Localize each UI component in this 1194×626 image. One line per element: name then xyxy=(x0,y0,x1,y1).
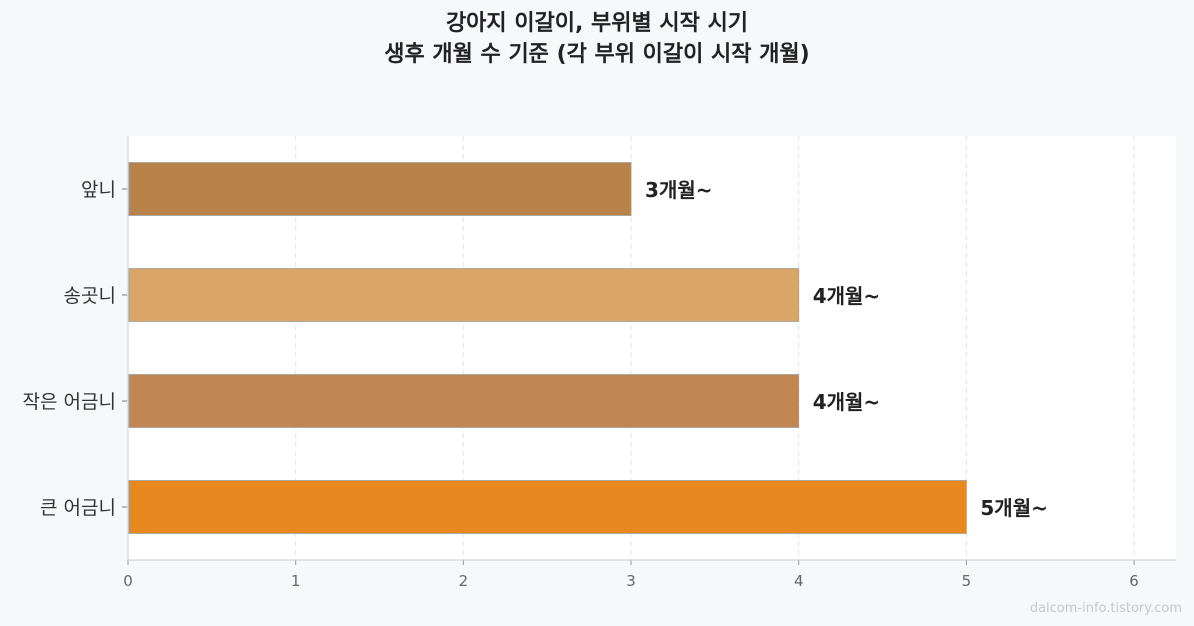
chart-subtitle: 생후 개월 수 기준 (각 부위 이갈이 시작 개월) xyxy=(384,42,810,67)
x-tick-label: 2 xyxy=(459,572,469,590)
x-tick-label: 0 xyxy=(123,572,133,590)
y-category-label: 작은 어금니 xyxy=(23,391,116,413)
y-category-label: 송곳니 xyxy=(64,285,116,307)
y-category-label: 앞니 xyxy=(81,179,116,201)
bar xyxy=(128,480,967,534)
y-category-label: 큰 어금니 xyxy=(40,497,116,519)
x-tick-label: 1 xyxy=(291,572,301,590)
bar xyxy=(128,162,632,216)
x-tick-label: 5 xyxy=(962,572,972,590)
chart-title: 강아지 이갈이, 부위별 시작 시기 xyxy=(445,11,749,36)
bar xyxy=(128,374,800,428)
x-tick-label: 3 xyxy=(626,572,636,590)
data-label: 3개월~ xyxy=(645,178,712,202)
data-label: 4개월~ xyxy=(813,390,880,414)
bar xyxy=(128,268,800,322)
x-tick-label: 6 xyxy=(1129,572,1139,590)
data-label: 5개월~ xyxy=(980,496,1047,520)
data-label: 4개월~ xyxy=(813,284,880,308)
watermark: dalcom-info.tistory.com xyxy=(1029,601,1182,616)
x-tick-label: 4 xyxy=(794,572,804,590)
